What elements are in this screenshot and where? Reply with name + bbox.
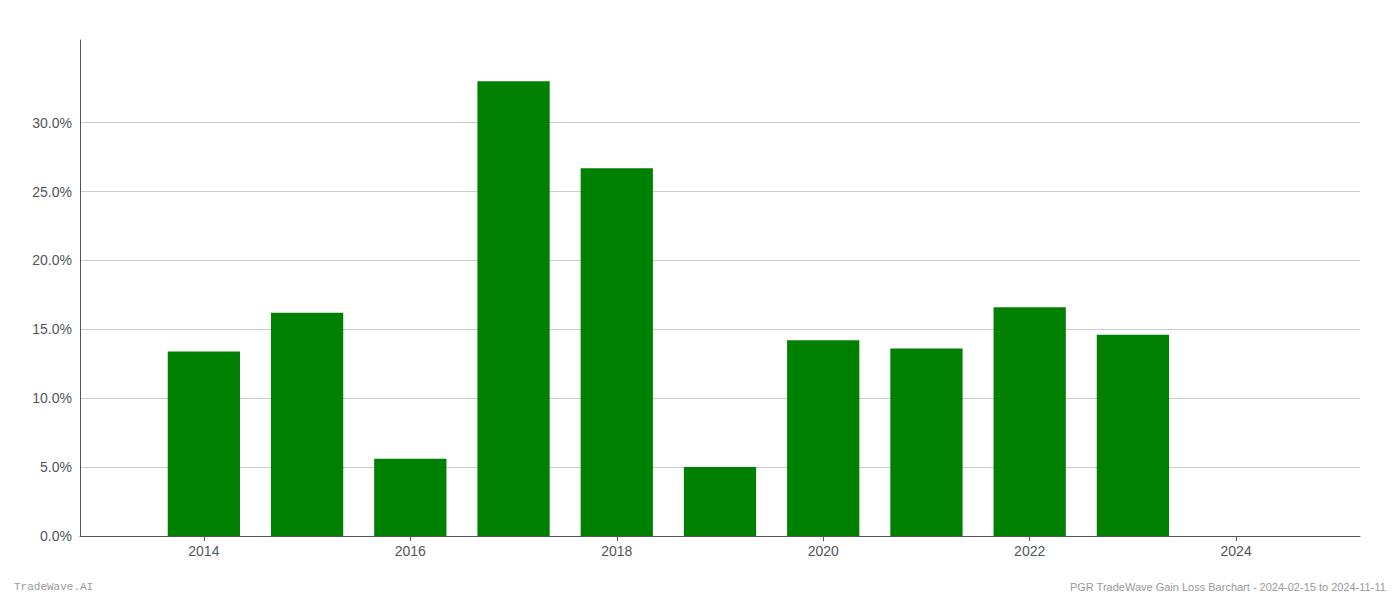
svg-text:15.0%: 15.0% bbox=[32, 321, 72, 337]
svg-text:TradeWave.AI: TradeWave.AI bbox=[14, 581, 93, 593]
svg-text:2022: 2022 bbox=[1014, 543, 1045, 559]
svg-text:5.0%: 5.0% bbox=[40, 459, 72, 475]
svg-text:2018: 2018 bbox=[601, 543, 632, 559]
svg-text:0.0%: 0.0% bbox=[40, 528, 72, 544]
svg-text:20.0%: 20.0% bbox=[32, 252, 72, 268]
svg-text:10.0%: 10.0% bbox=[32, 390, 72, 406]
svg-text:2014: 2014 bbox=[188, 543, 219, 559]
svg-text:30.0%: 30.0% bbox=[32, 115, 72, 131]
svg-text:2016: 2016 bbox=[395, 543, 426, 559]
svg-text:2024: 2024 bbox=[1221, 543, 1252, 559]
svg-text:PGR TradeWave Gain Loss Barcha: PGR TradeWave Gain Loss Barchart - 2024-… bbox=[1070, 581, 1386, 593]
svg-text:25.0%: 25.0% bbox=[32, 184, 72, 200]
svg-text:2020: 2020 bbox=[808, 543, 839, 559]
